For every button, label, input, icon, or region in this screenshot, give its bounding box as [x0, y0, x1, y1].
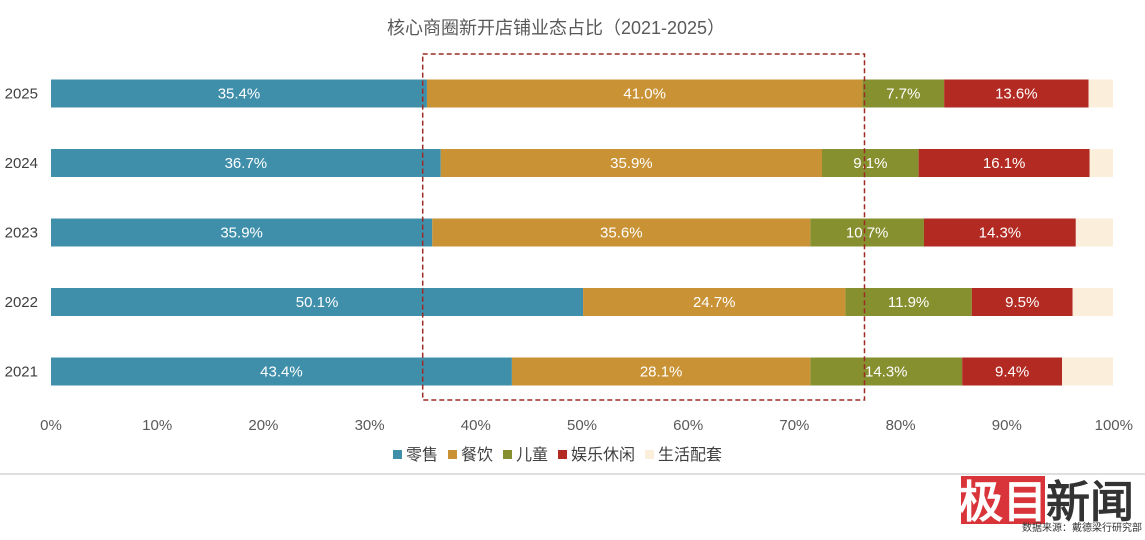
bar-value-label: 9.5%	[1005, 294, 1039, 311]
bar-value-label: 14.3%	[979, 225, 1022, 242]
bar-segment	[440, 149, 823, 177]
x-tick-label: 60%	[673, 417, 703, 434]
legend-label: 生活配套	[658, 446, 722, 464]
bar-value-label: 36.7%	[225, 155, 268, 172]
bar-value-label: 10.7%	[846, 225, 889, 242]
legend-swatch	[503, 450, 512, 459]
bar-value-label: 50.1%	[296, 294, 339, 311]
bar-segment	[432, 218, 811, 247]
bar-segment	[51, 288, 584, 316]
x-tick-label: 30%	[355, 417, 385, 434]
bar-value-label: 41.0%	[623, 86, 666, 103]
bar-value-label: 13.6%	[995, 86, 1038, 103]
x-tick-label: 50%	[567, 417, 597, 434]
x-tick-label: 80%	[886, 417, 916, 434]
x-axis-ticks: 0% 10% 20% 30% 40% 50% 60% 70% 80% 90% 100%	[40, 417, 1133, 434]
x-tick-label: 10%	[142, 417, 172, 434]
category-label: 2025	[5, 86, 38, 103]
bar-segment	[810, 218, 924, 247]
bar-segment	[1072, 288, 1113, 316]
bar-value-label: 9.1%	[853, 155, 887, 172]
bar-value-label: 35.9%	[610, 155, 653, 172]
bar-value-label: 11.9%	[888, 294, 929, 311]
bar-value-label: 28.1%	[640, 364, 683, 381]
bar-value-label: 14.3%	[865, 364, 908, 381]
bar-value-label: 9.4%	[995, 364, 1029, 381]
bar-segment	[810, 357, 963, 386]
bar-segment	[51, 149, 441, 177]
bar-segment	[845, 288, 972, 316]
highlight-box	[421, 53, 866, 401]
bar-segment	[962, 357, 1063, 386]
x-tick-label: 40%	[461, 417, 491, 434]
bar-value-label: 35.9%	[220, 225, 263, 242]
legend-swatch	[645, 450, 654, 459]
legend-swatch	[448, 450, 457, 459]
source-note: 数据来源：戴德梁行研究部	[1022, 521, 1142, 534]
bar-segment	[583, 288, 846, 316]
legend-label: 餐饮	[461, 446, 493, 464]
bars-layer	[51, 79, 1113, 386]
bar-value-label: 7.7%	[886, 86, 920, 103]
bar-segment	[822, 149, 919, 177]
category-label: 2023	[5, 225, 38, 242]
x-tick-label: 20%	[248, 417, 278, 434]
bar-segment	[1089, 149, 1113, 177]
category-label: 2024	[5, 155, 38, 172]
x-tick-label: 70%	[779, 417, 809, 434]
bar-segment	[918, 149, 1090, 177]
bar-segment	[1088, 79, 1113, 108]
bar-segment	[51, 79, 427, 108]
legend-label: 儿童	[516, 445, 548, 464]
legend-label: 娱乐休闲	[571, 446, 635, 464]
x-tick-label: 90%	[992, 417, 1022, 434]
legend-label: 零售	[406, 446, 438, 464]
legend: 零售 餐饮 儿童 娱乐休闲 生活配套	[393, 445, 722, 464]
bar-segment	[1075, 218, 1113, 247]
logo-box	[961, 476, 1045, 524]
category-label: 2022	[5, 294, 38, 311]
category-label: 2021	[5, 364, 38, 381]
bar-segment	[426, 79, 863, 108]
bar-segment	[862, 79, 945, 108]
bar-segment	[944, 79, 1089, 108]
category-labels: 2025 2024 2023 2022 2021	[5, 86, 38, 381]
legend-swatch	[558, 450, 567, 459]
bar-value-label: 43.4%	[260, 364, 303, 381]
bar-segment	[971, 288, 1073, 316]
bar-segment	[923, 218, 1076, 247]
logo: 极目 新闻	[959, 476, 1134, 528]
x-tick-label: 100%	[1095, 417, 1133, 434]
logo-box-text: 极目	[959, 477, 1047, 528]
legend-swatch	[393, 450, 402, 459]
bar-segment	[51, 357, 512, 386]
bar-segment	[511, 357, 811, 386]
logo-plain-text: 新闻	[1046, 477, 1134, 528]
bar-labels-layer: 35.4% 41.0% 7.7% 13.6% 36.7% 35.9% 9.1% 16.1% 35…	[218, 86, 1040, 381]
bar-value-label: 35.4%	[218, 86, 261, 103]
bar-segment	[51, 218, 433, 247]
x-tick-label: 0%	[40, 417, 62, 434]
chart-title: 核心商圈新开店铺业态占比（2021-2025）	[387, 18, 725, 38]
bar-segment	[1062, 357, 1113, 386]
bar-value-label: 16.1%	[983, 155, 1026, 172]
bar-value-label: 35.6%	[600, 225, 643, 242]
bar-value-label: 24.7%	[693, 294, 736, 311]
